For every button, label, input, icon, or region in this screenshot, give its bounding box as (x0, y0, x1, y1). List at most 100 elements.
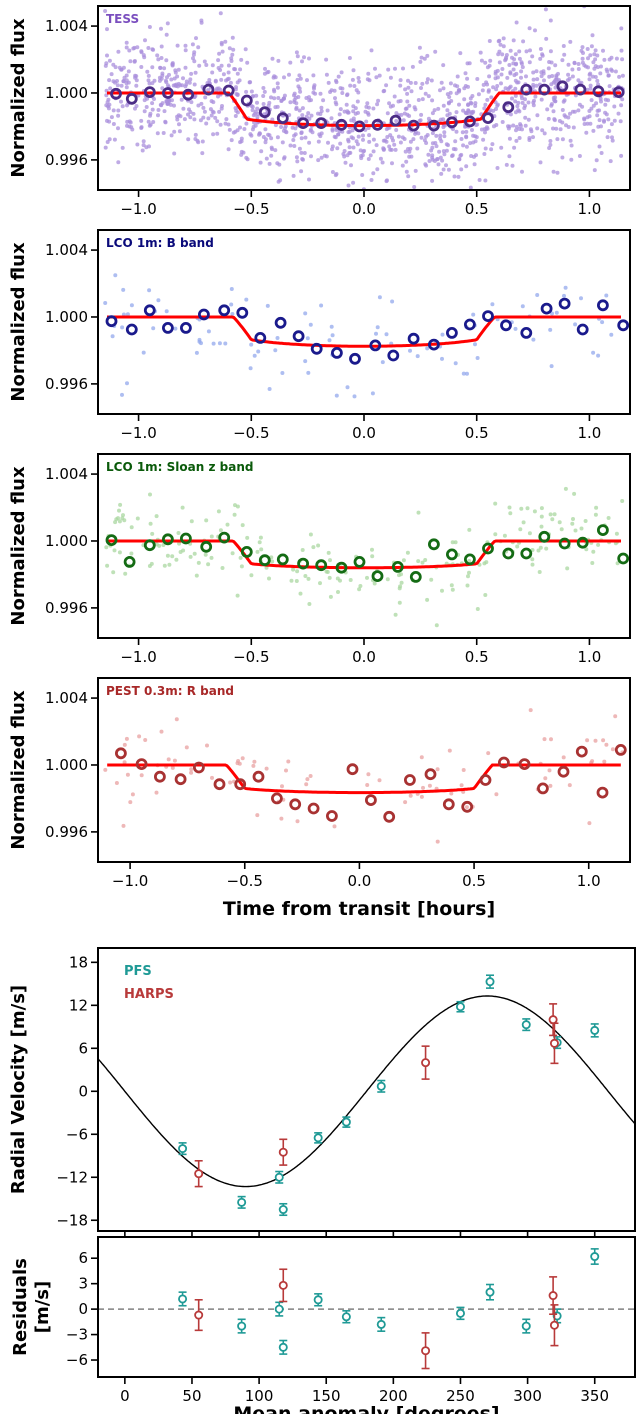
data-point (341, 1312, 351, 1322)
raw-point (244, 297, 249, 302)
raw-point (270, 193, 274, 197)
raw-point (442, 130, 447, 135)
raw-point (450, 540, 455, 545)
binned-point (461, 800, 474, 813)
data-point (421, 1058, 431, 1068)
chart-panel-5: PFS HARPS −18 −12 −6 0 6 12 18 Radial Velocity [m… (8, 947, 636, 1238)
raw-point (595, 78, 600, 83)
raw-point (324, 57, 329, 62)
raw-point (105, 563, 110, 568)
raw-point (230, 551, 235, 556)
raw-point (346, 183, 351, 188)
raw-point (243, 47, 248, 52)
raw-point (573, 528, 578, 533)
raw-point (594, 158, 599, 163)
binned-point (383, 810, 396, 823)
raw-point (483, 178, 488, 183)
raw-point (127, 48, 132, 53)
raw-point (407, 114, 412, 118)
raw-point (223, 39, 228, 44)
data-point (421, 1346, 431, 1356)
raw-point (609, 122, 614, 127)
raw-point (183, 43, 188, 48)
raw-point (467, 559, 472, 563)
raw-point (312, 86, 316, 91)
binned-point (520, 326, 533, 339)
binned-points (115, 744, 627, 823)
raw-point (221, 72, 226, 77)
raw-point (294, 50, 299, 55)
raw-point (364, 104, 369, 109)
raw-point (429, 78, 434, 83)
raw-point (366, 71, 371, 76)
raw-point (477, 178, 482, 182)
raw-point (345, 385, 350, 390)
raw-point (154, 542, 159, 547)
raw-point (385, 577, 390, 582)
binned-point (597, 299, 609, 312)
raw-point (495, 84, 500, 88)
y-tick-label: 1.004 (45, 241, 88, 259)
raw-point (193, 70, 198, 75)
binned-point (502, 101, 515, 114)
raw-point (585, 47, 590, 51)
raw-point (162, 109, 167, 114)
raw-point (335, 146, 340, 151)
raw-point (551, 126, 555, 131)
raw-point (444, 148, 449, 153)
raw-point (560, 155, 565, 160)
raw-point (604, 112, 609, 117)
x-tick-label: −1.0 (120, 648, 156, 666)
raw-point (115, 79, 119, 83)
raw-point (199, 101, 204, 106)
raw-point (591, 549, 596, 554)
raw-point (472, 162, 477, 167)
raw-point (544, 546, 549, 551)
binned-point (518, 758, 531, 770)
binned-point (614, 744, 627, 756)
raw-point (508, 70, 513, 75)
raw-point (446, 167, 451, 172)
raw-point (124, 45, 129, 50)
binned-point (289, 798, 302, 811)
raw-point (154, 514, 159, 519)
raw-point (403, 800, 408, 805)
raw-point (426, 94, 431, 99)
raw-point (481, 82, 486, 87)
raw-point (616, 111, 621, 116)
raw-point (332, 88, 337, 93)
raw-point (183, 48, 188, 53)
raw-point (598, 96, 603, 101)
raw-point (485, 97, 490, 102)
binned-point (125, 92, 138, 105)
raw-point (316, 543, 321, 548)
raw-point (430, 153, 435, 158)
raw-point (155, 53, 160, 58)
raw-point (269, 145, 274, 150)
raw-point (170, 554, 175, 559)
raw-point (327, 338, 332, 343)
y-tick-label: 12 (69, 996, 88, 1014)
binned-point (274, 316, 287, 329)
raw-point (553, 99, 558, 104)
raw-point (619, 48, 624, 53)
raw-point (527, 138, 532, 142)
data-point (376, 1081, 386, 1091)
series-harps (194, 1003, 559, 1188)
x-tick-label: 1.0 (577, 424, 601, 442)
raw-point (169, 133, 174, 138)
raw-point (252, 111, 257, 116)
raw-point (273, 123, 278, 128)
raw-point (223, 341, 228, 346)
raw-point (218, 11, 223, 16)
raw-point (338, 141, 343, 146)
raw-point (598, 71, 603, 76)
y-tick-label: 0 (78, 1300, 88, 1318)
raw-point (415, 354, 420, 359)
raw-point (294, 579, 299, 583)
raw-point (502, 533, 507, 538)
raw-point (576, 78, 581, 83)
raw-point (560, 120, 565, 125)
raw-point (336, 132, 341, 137)
raw-point (158, 102, 163, 107)
